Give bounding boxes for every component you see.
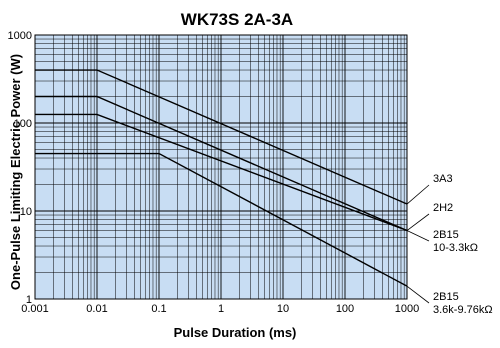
tick-labels: 0.001 0.01 0.1 1 10 100 1000 1 10 100 1000 [8, 30, 420, 315]
chart-title: WK73S 2A-3A [181, 10, 293, 29]
y-axis-label: One-Pulse Limiting Electric Power (W) [8, 54, 23, 290]
series-label-leader [406, 285, 430, 304]
x-tick-label: 0.001 [21, 303, 49, 315]
series-label-leader [406, 230, 430, 242]
x-tick-label: 0.1 [151, 303, 166, 315]
series-label-leader [406, 213, 430, 231]
series-line-4 [35, 152, 408, 287]
series-label: 10-3.3kΩ [433, 242, 478, 254]
series-label: 3.6k-9.76kΩ [433, 304, 493, 316]
series-label: 2B15 [433, 229, 459, 241]
y-tick-label: 1 [26, 294, 32, 306]
x-tick-label: 100 [336, 303, 354, 315]
x-tick-label: 10 [277, 303, 289, 315]
series-label: 3A3 [433, 173, 453, 185]
series-label: 2H2 [433, 202, 453, 214]
series-line-2 [35, 95, 408, 232]
plot-frame [34, 34, 408, 300]
x-tick-label: 0.01 [86, 303, 107, 315]
x-tick-label: 1000 [395, 303, 419, 315]
series-label-leader [406, 184, 430, 205]
series-label: 2B15 [433, 291, 459, 303]
x-tick-label: 1 [218, 303, 224, 315]
series-line-3 [35, 113, 408, 232]
series-line-1 [35, 69, 408, 205]
x-axis-label: Pulse Duration (ms) [174, 325, 297, 340]
y-tick-label: 1000 [8, 30, 32, 42]
grid-layer [34, 35, 407, 300]
y-tick-label: 10 [20, 206, 32, 218]
y-tick-label: 100 [14, 118, 32, 130]
series-layer [35, 69, 408, 287]
